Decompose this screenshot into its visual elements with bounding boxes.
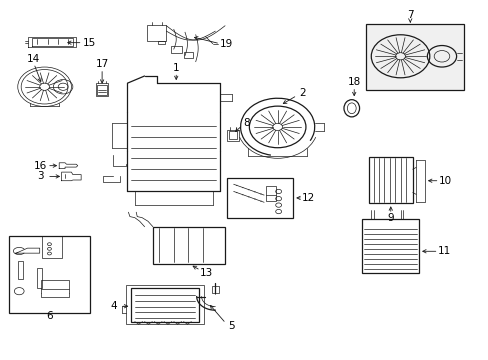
- Bar: [158, 41, 164, 44]
- Text: 9: 9: [386, 213, 393, 223]
- Text: 4: 4: [110, 301, 117, 311]
- Text: 16: 16: [34, 161, 47, 171]
- Text: 18: 18: [347, 77, 360, 87]
- Text: 15: 15: [82, 38, 96, 48]
- Text: 1: 1: [173, 63, 179, 73]
- Bar: [37, 268, 42, 288]
- Bar: [153, 226, 224, 264]
- Text: 11: 11: [437, 246, 450, 256]
- Bar: [227, 178, 293, 218]
- Bar: [183, 52, 193, 58]
- Bar: [147, 25, 166, 41]
- Bar: [211, 286, 218, 293]
- Text: 2: 2: [299, 88, 305, 98]
- Text: 8: 8: [243, 118, 249, 128]
- Bar: [171, 46, 182, 53]
- Bar: [126, 285, 203, 324]
- Bar: [361, 220, 418, 273]
- Bar: [131, 288, 198, 321]
- Bar: [41, 280, 69, 289]
- Bar: [266, 186, 276, 201]
- Bar: [228, 131, 236, 139]
- Bar: [368, 157, 412, 203]
- Bar: [96, 83, 108, 96]
- Bar: [226, 130, 238, 140]
- Text: 5: 5: [228, 321, 235, 331]
- Bar: [9, 235, 90, 313]
- Text: 10: 10: [438, 176, 451, 186]
- Bar: [97, 85, 107, 95]
- Text: 17: 17: [95, 59, 108, 69]
- Bar: [366, 24, 463, 90]
- Text: 12: 12: [302, 193, 315, 203]
- Text: 7: 7: [406, 10, 413, 20]
- Text: 19: 19: [219, 39, 232, 49]
- Text: 13: 13: [200, 267, 213, 278]
- Bar: [42, 236, 61, 258]
- Text: 14: 14: [27, 54, 41, 64]
- Bar: [18, 261, 22, 279]
- Text: 6: 6: [46, 311, 53, 321]
- Text: 3: 3: [37, 171, 44, 181]
